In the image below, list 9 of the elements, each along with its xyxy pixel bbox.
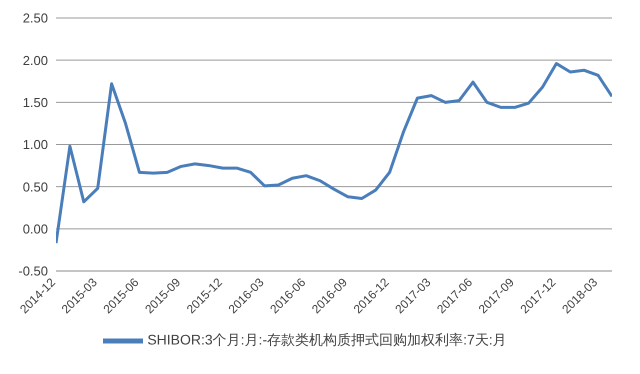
legend-label: SHIBOR:3个月:月:-存款类机构质押式回购加权利率:7天:月 [147,332,507,348]
y-tick-label: 1.00 [22,137,48,152]
y-tick-label: 0.50 [22,179,48,194]
y-tick-label: 1.50 [22,94,48,110]
line-series [56,62,612,245]
y-tick-label: 2.00 [22,52,48,68]
y-tick-label: 2.50 [22,10,48,26]
y-tick-label: -0.50 [18,264,48,279]
y-tick-label: 0.00 [22,221,48,236]
